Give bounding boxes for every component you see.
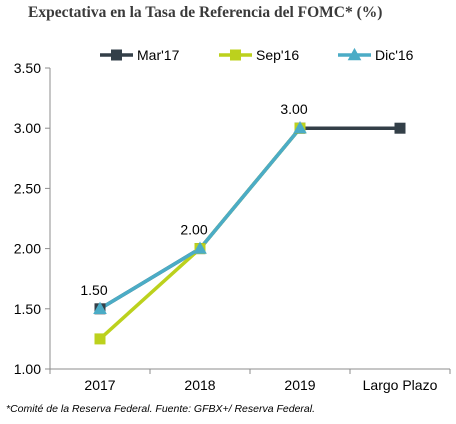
legend-label: Dic'16 — [375, 47, 414, 63]
y-tick-label: 3.50 — [14, 60, 41, 76]
y-tick-label: 2.00 — [14, 241, 41, 257]
data-point — [293, 121, 307, 134]
data-label: 3.00 — [280, 101, 307, 117]
x-tick-label: 2019 — [284, 377, 315, 393]
data-point — [94, 333, 106, 345]
y-tick-label: 1.00 — [14, 361, 41, 377]
x-tick-label: 2018 — [184, 377, 215, 393]
data-label: 1.50 — [80, 282, 107, 298]
y-tick-label: 1.50 — [14, 301, 41, 317]
legend-marker — [111, 49, 122, 61]
y-tick-label: 2.50 — [14, 180, 41, 196]
data-label: 2.00 — [180, 222, 207, 238]
data-point — [394, 122, 406, 134]
y-tick-label: 3.00 — [14, 120, 41, 136]
legend-label: Sep'16 — [256, 47, 299, 63]
legend-marker — [347, 47, 362, 61]
data-point — [93, 301, 107, 314]
legend-marker — [230, 49, 241, 61]
x-tick-label: 2017 — [84, 377, 115, 393]
x-tick-label: Largo Plazo — [363, 377, 438, 393]
footnote: *Comité de la Reserva Federal. Fuente: G… — [6, 403, 316, 415]
data-point — [193, 241, 207, 254]
chart-title: Expectativa en la Tasa de Referencia del… — [28, 4, 383, 21]
legend-label: Mar'17 — [137, 47, 180, 63]
series-line-2 — [99, 127, 302, 311]
